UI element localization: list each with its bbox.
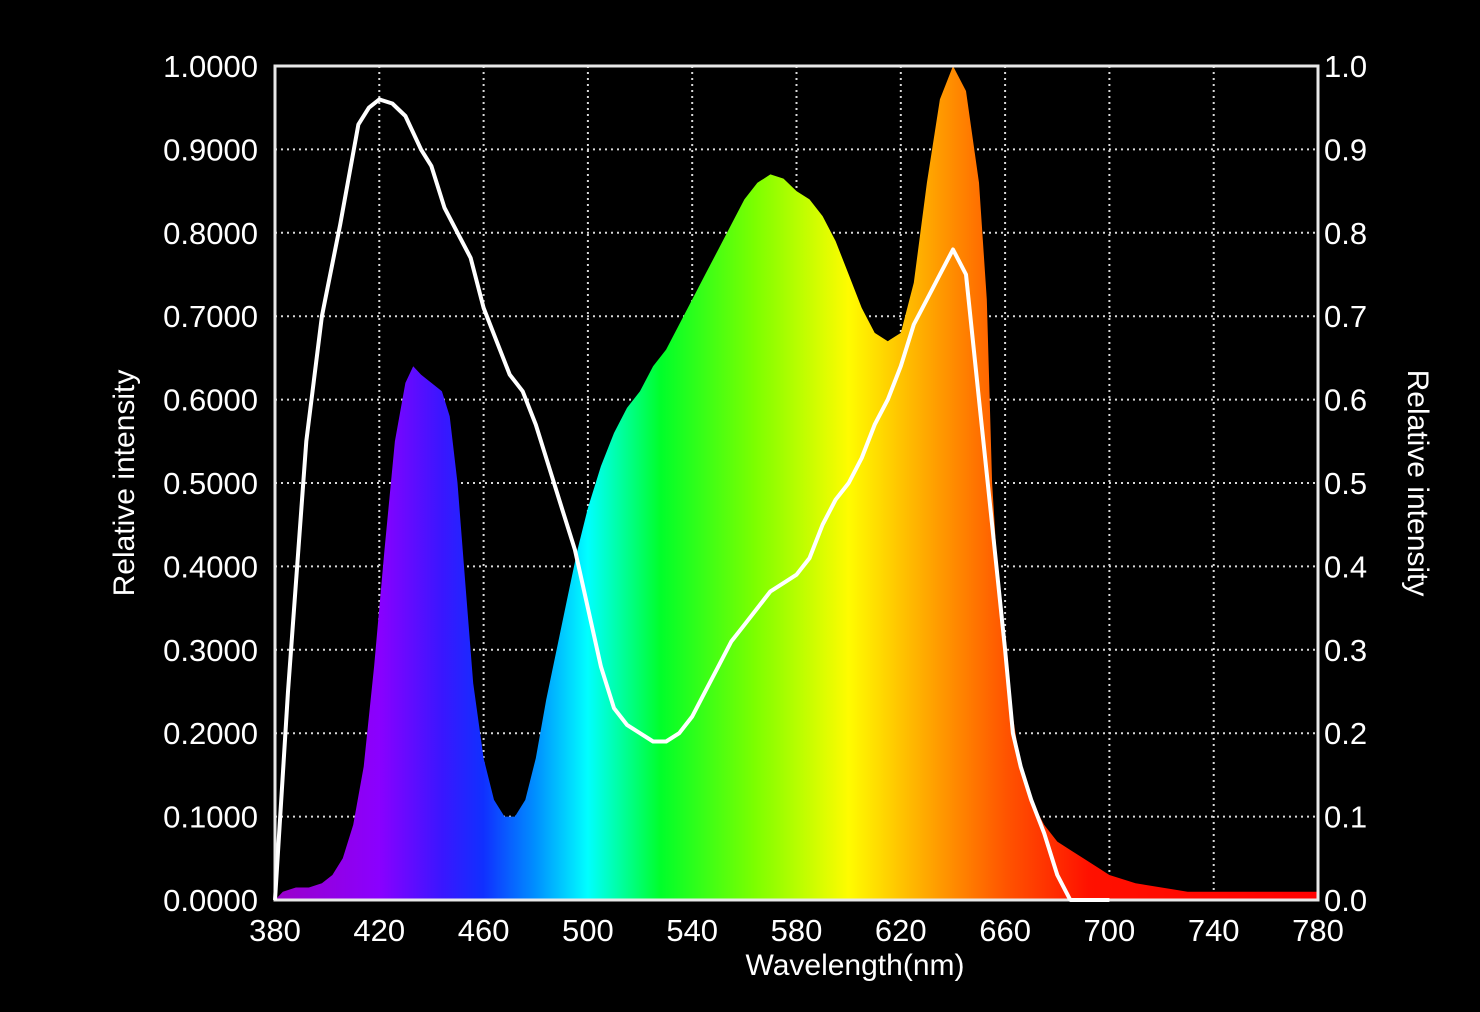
right-tick-label: 0.3 [1324,633,1367,668]
left-tick-label: 0.8000 [163,216,258,251]
spectrum-area [275,66,1318,900]
left-tick-label: 0.3000 [163,633,258,668]
right-tick-label: 0.7 [1324,299,1367,334]
left-tick-label: 0.1000 [163,800,258,835]
left-tick-label: 1.0000 [163,49,258,84]
x-tick-label: 700 [1084,913,1136,948]
right-axis-title: Relative intensity [1401,370,1434,597]
right-axis-tick-labels: 1.0 0.9 0.8 0.7 0.6 0.5 0.4 0.3 0.2 0.1 0.0 [1324,49,1367,918]
left-tick-label: 0.9000 [163,132,258,167]
x-tick-label: 380 [249,913,301,948]
x-tick-label: 740 [1188,913,1240,948]
x-tick-label: 540 [666,913,718,948]
plot-frame [273,64,1320,902]
right-tick-label: 0.6 [1324,383,1367,418]
left-tick-label: 0.7000 [163,299,258,334]
left-tick-label: 0.0000 [163,883,258,918]
right-tick-label: 0.5 [1324,466,1367,501]
left-tick-label: 0.4000 [163,549,258,584]
x-tick-label: 660 [979,913,1031,948]
x-tick-label: 420 [353,913,405,948]
right-tick-label: 0.0 [1324,883,1367,918]
left-tick-label: 0.6000 [163,383,258,418]
left-axis-title: Relative intensity [108,370,141,597]
right-tick-label: 0.9 [1324,132,1367,167]
x-tick-label: 460 [458,913,510,948]
x-tick-label: 620 [875,913,927,948]
left-tick-label: 0.5000 [163,466,258,501]
right-tick-label: 0.8 [1324,216,1367,251]
x-tick-label: 780 [1292,913,1344,948]
right-tick-label: 0.1 [1324,800,1367,835]
x-axis-title: Wavelength(nm) [746,949,965,982]
x-tick-label: 580 [771,913,823,948]
left-tick-label: 0.2000 [163,716,258,751]
relative-intensity-line [273,97,1110,902]
left-axis-tick-labels: 1.0000 0.9000 0.8000 0.7000 0.6000 0.5000 0.40… [163,49,258,918]
x-axis-tick-labels: 380 420 460 500 540 580 620 660 700 740 780 [249,913,1344,948]
right-tick-label: 1.0 [1324,49,1367,84]
right-tick-label: 0.4 [1324,549,1367,584]
right-tick-label: 0.2 [1324,716,1367,751]
x-tick-label: 500 [562,913,614,948]
